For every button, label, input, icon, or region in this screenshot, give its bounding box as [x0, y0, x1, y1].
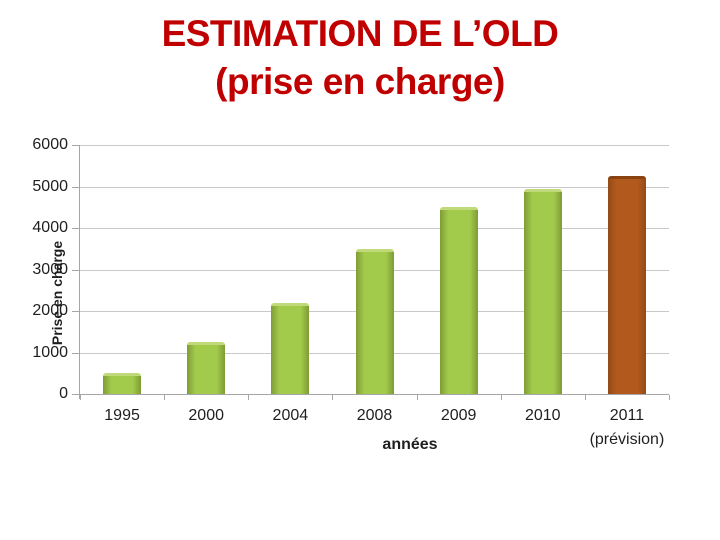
x-axis-title: années [382, 436, 438, 453]
x-tick-mark-5 [500, 395, 502, 400]
y-tick-mark-1000 [72, 352, 79, 354]
x-tick-label-text: 2008 [356, 407, 393, 424]
gridline-5000 [80, 186, 669, 188]
y-axis-line [79, 145, 80, 399]
x-tick-label-2010: 2010 [498, 404, 588, 428]
x-tick-label-2009: 2009 [414, 404, 504, 428]
x-tick-mark-1 [164, 395, 166, 400]
bar-2009 [439, 207, 478, 394]
slide-title: ESTIMATION DE L’OLD (prise en charge) [0, 10, 720, 106]
plot-area [80, 145, 669, 394]
bar-2010 [523, 188, 562, 394]
bar-2011 [607, 176, 646, 394]
x-tick-label-2000: 2000 [161, 404, 251, 428]
x-tick-label-text: 2010 [524, 407, 561, 424]
bar-2000 [187, 342, 226, 394]
y-tick-label-0: 0 [59, 385, 68, 402]
y-tick-label-5000: 5000 [32, 177, 68, 195]
gridline-4000 [80, 228, 669, 229]
y-tick-mark-4000 [72, 228, 79, 229]
gridline-6000 [80, 145, 669, 146]
x-tick-label-text: 2009 [440, 407, 477, 424]
x-tick-sublabel: (prévision) [589, 431, 665, 448]
bar-2004 [271, 302, 310, 394]
y-tick-label-3000: 3000 [32, 260, 68, 278]
x-tick-label-text: 2011 [609, 407, 645, 424]
x-tick-label-2011: 2011 (prévision) [582, 404, 672, 452]
y-tick-label-1000: 1000 [32, 343, 68, 361]
slide-title-line1: ESTIMATION DE L’OLD [161, 13, 559, 54]
bar-2008 [355, 248, 394, 394]
y-tick-mark-5000 [72, 186, 79, 188]
x-tick-label-2008: 2008 [330, 404, 420, 428]
y-tick-mark-6000 [72, 145, 79, 146]
x-tick-label-1995: 1995 [77, 404, 167, 428]
x-tick-mark-7 [669, 395, 670, 400]
y-tick-mark-2000 [72, 311, 79, 312]
x-tick-mark-3 [332, 395, 334, 400]
y-tick-label-6000: 6000 [32, 136, 68, 153]
x-tick-mark-4 [416, 395, 418, 400]
x-tick-mark-0 [80, 395, 81, 400]
x-axis-line [79, 394, 669, 395]
slide-title-line2: (prise en charge) [215, 61, 505, 102]
x-tick-label-text: 2000 [188, 407, 224, 424]
x-tick-label-text: 1995 [104, 407, 140, 424]
x-tick-mark-2 [248, 395, 250, 400]
y-tick-label-2000: 2000 [32, 302, 68, 319]
bar-1995 [103, 373, 142, 394]
x-tick-label-text: 2004 [272, 407, 309, 424]
y-tick-mark-3000 [72, 269, 79, 271]
y-tick-mark-0 [72, 394, 79, 395]
x-tick-mark-6 [584, 395, 586, 400]
x-tick-label-2004: 2004 [245, 404, 335, 428]
y-tick-label-4000: 4000 [32, 219, 68, 236]
